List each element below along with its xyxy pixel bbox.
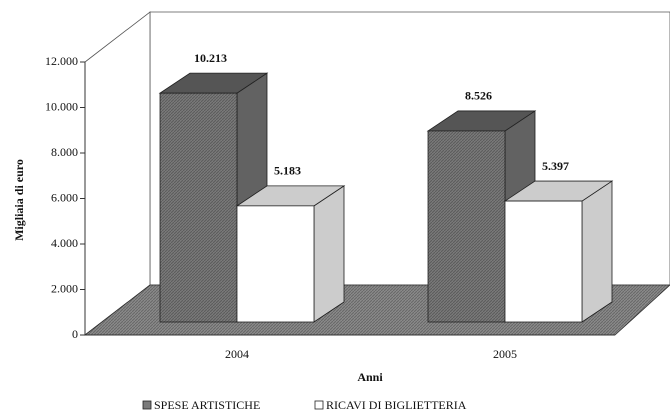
legend-swatch [142,400,152,410]
bar-hatch [428,130,505,322]
value-label: 5.397 [542,159,569,173]
y-tick-label: 10.000 [45,99,78,113]
bar-hatch [160,93,237,322]
legend-swatch [314,400,324,410]
value-label: 10.213 [194,51,227,65]
x-tick-label: 2005 [493,347,517,361]
bar [504,200,583,323]
value-label: 5.183 [274,164,301,178]
x-axis-title: Anni [357,370,383,384]
y-tick-label: 12.000 [45,54,78,68]
legend-label: RICAVI DI BIGLIETTERIA [326,398,467,412]
x-tick-label: 2004 [225,347,249,361]
bar-side [581,180,613,323]
y-tick-label: 4.000 [51,236,78,250]
y-axis-title: Migliaia di euro [12,159,26,241]
y-tick-label: 0 [72,327,78,341]
bar-side [313,185,345,323]
value-label: 8.526 [465,89,492,103]
y-tick-label: 6.000 [51,190,78,204]
bar [236,205,315,323]
y-tick-label: 2.000 [51,281,78,295]
y-tick-label: 8.000 [51,145,78,159]
legend-label: SPESE ARTISTICHE [154,398,260,412]
side-wall [84,11,151,336]
